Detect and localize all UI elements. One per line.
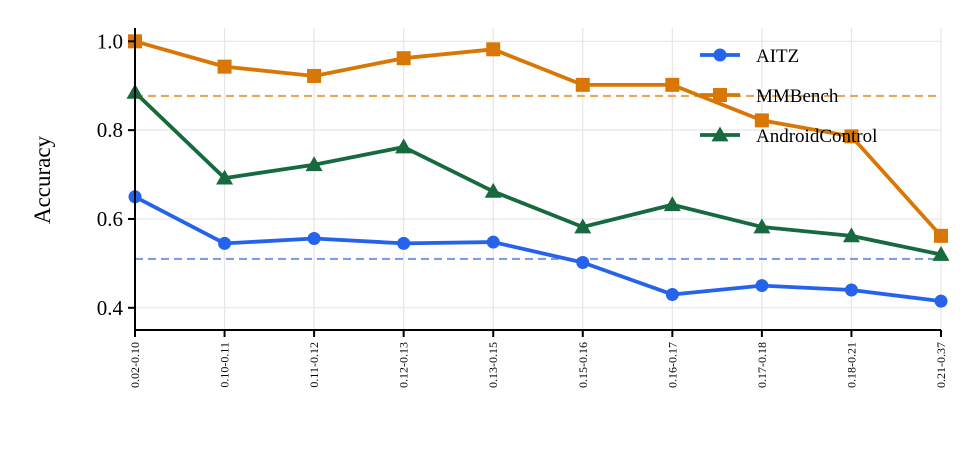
data-point-mmbench <box>575 77 590 92</box>
legend-label: AITZ <box>756 46 799 67</box>
x-tick-label: 0.17-0.18 <box>755 342 769 388</box>
data-point-mmbench <box>217 59 232 74</box>
data-point-mmbench <box>934 228 948 243</box>
data-point-mmbench <box>754 113 769 128</box>
x-tick-label: 0.18-0.21 <box>844 342 858 388</box>
series-group <box>126 34 950 308</box>
data-point-aitz <box>397 236 411 250</box>
series-line-aitz <box>134 195 942 304</box>
axes <box>134 28 941 331</box>
series-line-androidcontrol <box>133 91 942 257</box>
data-point-aitz <box>755 279 769 293</box>
data-point-aitz <box>486 235 500 249</box>
reference-lines <box>135 94 941 261</box>
data-point-androidcontrol <box>663 196 681 212</box>
data-point-mmbench <box>396 51 411 66</box>
data-point-aitz <box>218 236 232 250</box>
series-line-mmbench <box>134 39 943 238</box>
legend-label: MMBench <box>756 86 839 107</box>
data-point-androidcontrol <box>842 227 860 243</box>
data-point-aitz <box>844 283 858 297</box>
x-tick-label: 0.15-0.16 <box>576 342 590 388</box>
data-point-androidcontrol <box>753 218 771 234</box>
y-tick-label: 0.4 <box>97 296 124 320</box>
y-tick-label: 0.8 <box>97 118 123 142</box>
x-tick-label: 0.12-0.13 <box>397 342 411 388</box>
series-androidcontrol <box>126 83 950 261</box>
data-point-androidcontrol <box>216 169 234 185</box>
legend-marker-aitz <box>713 48 727 62</box>
y-axis-title: Accuracy <box>30 135 55 224</box>
legend-item-mmbench: MMBench <box>700 86 839 107</box>
x-tick-label: 0.02-0.10 <box>128 342 142 388</box>
y-ticks: 0.4 0.6 0.8 1.0 <box>97 29 135 320</box>
data-point-aitz <box>934 294 948 308</box>
series-mmbench <box>128 34 948 243</box>
data-point-androidcontrol <box>395 138 413 154</box>
data-point-androidcontrol <box>305 156 323 172</box>
legend: AITZ MMBench AndroidControl <box>700 46 877 147</box>
data-point-mmbench <box>665 77 680 92</box>
legend-label: AndroidControl <box>756 126 877 147</box>
x-tick-label: 0.11-0.12 <box>307 342 321 388</box>
x-tick-label: 0.13-0.15 <box>486 342 500 388</box>
y-tick-label: 1.0 <box>97 29 123 53</box>
legend-item-androidcontrol: AndroidControl <box>700 126 877 147</box>
legend-marker-androidcontrol <box>711 126 729 142</box>
data-point-androidcontrol <box>484 182 502 198</box>
legend-item-aitz: AITZ <box>700 46 799 67</box>
data-point-mmbench <box>486 42 501 57</box>
data-point-androidcontrol <box>574 218 592 234</box>
data-point-mmbench <box>307 68 322 83</box>
x-tick-label: 0.21-0.37 <box>934 342 948 388</box>
x-tick-label: 0.16-0.17 <box>665 342 679 388</box>
y-tick-label: 0.6 <box>97 207 123 231</box>
series-aitz <box>128 190 948 308</box>
data-point-aitz <box>665 287 679 301</box>
data-point-mmbench <box>844 129 859 144</box>
legend-marker-mmbench <box>713 88 727 102</box>
data-point-androidcontrol <box>932 246 950 261</box>
data-point-aitz <box>576 255 590 269</box>
data-point-aitz <box>307 232 321 246</box>
x-tick-label: 0.10-0.11 <box>218 342 232 388</box>
x-ticks: 0.02-0.10 0.10-0.11 0.11-0.12 0.12-0.13 0.13… <box>128 330 948 388</box>
grid <box>134 28 942 330</box>
